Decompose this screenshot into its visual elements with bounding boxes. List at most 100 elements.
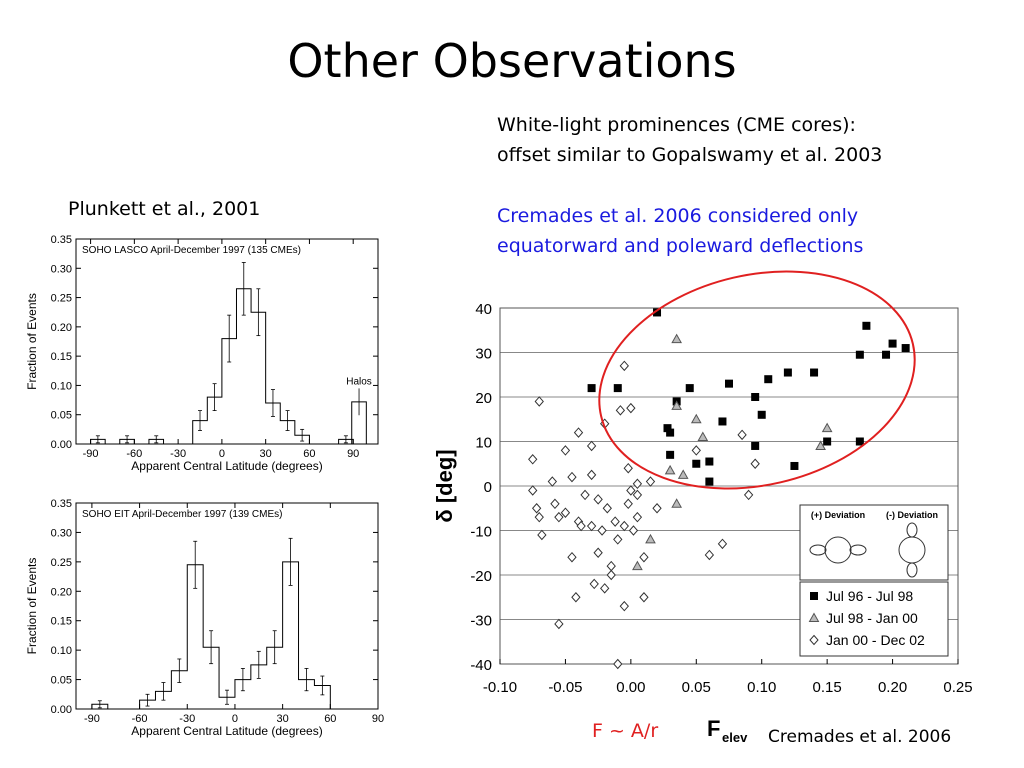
deflection-point-series-3 — [619, 600, 629, 612]
deflection-point-series-3 — [567, 471, 577, 483]
lasco-chart-halos-label: Halos — [346, 376, 372, 387]
deflection-ytick-label: 20 — [475, 390, 492, 407]
deflection-point-series-3 — [593, 494, 603, 505]
deviation-inset-minus-label: (-) Deviation — [886, 510, 938, 520]
lasco-chart-annotation: SOHO LASCO April-December 1997 (135 CMEs… — [82, 245, 301, 256]
deflection-xlabel: F — [707, 716, 720, 741]
deflection-point-series-3 — [606, 560, 616, 572]
lasco-chart-ytick-label: 0.35 — [51, 234, 72, 246]
lasco-chart-xlabel: Apparent Central Latitude (degrees) — [131, 459, 322, 473]
deflection-xtick-label: 0.10 — [747, 679, 776, 696]
deflection-ytick-label: 10 — [475, 435, 492, 452]
eit-chart-xtick-label: 90 — [372, 713, 384, 725]
deflection-ytick-label: -40 — [470, 657, 492, 674]
plunkett-label: Plunkett et al., 2001 — [68, 198, 261, 220]
eit-chart-xtick-label: 60 — [324, 713, 336, 725]
deflection-point-series-3 — [534, 396, 544, 407]
deflection-point-series-1 — [790, 461, 799, 470]
deflection-point-series-2 — [645, 533, 656, 544]
deflection-ytick-label: -10 — [470, 524, 492, 541]
cremades-line-2: equatorward and poleward deflections — [497, 235, 864, 257]
deflection-point-series-1 — [666, 428, 675, 437]
eit-chart-ylabel: Fraction of Events — [25, 558, 39, 655]
deflection-point-series-3 — [691, 445, 701, 456]
lasco-chart-group — [75, 238, 379, 445]
deflection-frame — [499, 307, 959, 665]
lasco-chart-xtick-label: -60 — [126, 448, 142, 460]
deflection-point-series-1 — [888, 339, 897, 348]
lasco-chart-xtick-label: 0 — [219, 448, 225, 460]
eit-chart-step-line — [76, 561, 331, 710]
cremades-line-1: Cremades et al. 2006 considered only — [497, 205, 859, 227]
lasco-chart-ytick-label: 0.25 — [51, 293, 72, 305]
deflection-point-series-3 — [619, 520, 629, 532]
deflection-point-series-3 — [528, 454, 538, 465]
deflection-point-series-1 — [718, 417, 727, 426]
deflection-point-series-1 — [855, 350, 864, 359]
legend-marker — [810, 592, 818, 600]
deflection-point-series-3 — [639, 591, 649, 603]
deflection-point-series-2 — [632, 560, 643, 571]
deflection-point-series-3 — [645, 476, 656, 487]
lasco-chart-ytick-label: 0.00 — [51, 439, 72, 451]
eit-chart-xtick-label: -90 — [84, 713, 100, 725]
lasco-chart-ytick-label: 0.30 — [51, 263, 72, 275]
deflection-point-series-3 — [632, 489, 643, 501]
deflection-point-series-1 — [705, 477, 714, 486]
legend-entry-label: Jul 98 - Jan 00 — [826, 610, 918, 626]
deviation-inset-lobe — [906, 522, 918, 538]
eit-chart-ytick-label: 0.15 — [51, 616, 72, 628]
deflection-point-series-1 — [764, 375, 773, 384]
prominence-line-2: offset similar to Gopalswamy et al. 2003 — [497, 144, 883, 166]
deflection-point-series-2 — [671, 400, 683, 410]
lasco-chart-ytick-label: 0.10 — [51, 380, 72, 392]
eit-chart-ytick-label: 0.05 — [51, 675, 72, 687]
deflection-point-series-3 — [589, 578, 599, 590]
formula-label: F ~ A/r — [592, 720, 659, 742]
deflection-point-series-3 — [743, 489, 754, 501]
deflection-point-series-3 — [623, 462, 633, 474]
deflection-point-series-1 — [882, 350, 891, 359]
deflection-point-series-3 — [554, 511, 564, 523]
lasco-chart-ytick-label: 0.15 — [51, 351, 72, 363]
deflection-xtick-label: 0.00 — [616, 679, 645, 696]
deflection-xtick-label: 0.20 — [878, 679, 907, 696]
deflection-point-series-3 — [586, 520, 597, 532]
deflection-point-series-3 — [580, 489, 590, 501]
lasco-chart-xtick-label: 90 — [347, 448, 359, 460]
deflection-point-series-3 — [586, 440, 597, 452]
deflection-point-series-1 — [587, 384, 596, 393]
deflection-point-series-2 — [664, 464, 676, 475]
eit-chart-frame — [75, 502, 379, 710]
deflection-point-series-3 — [560, 507, 571, 518]
deflection-point-series-3 — [628, 525, 639, 536]
deflection-point-series-3 — [534, 511, 544, 523]
deflection-point-series-3 — [586, 469, 597, 481]
deflection-point-series-3 — [632, 478, 643, 490]
deflection-point-series-2 — [671, 498, 683, 508]
deflection-point-series-3 — [602, 502, 612, 514]
deflection-point-series-3 — [632, 511, 643, 523]
deviation-inset-sun-plus — [824, 536, 852, 564]
deflection-ylabel: δ [deg] — [432, 449, 457, 522]
deflection-point-series-1 — [823, 437, 832, 446]
deviation-inset-plus-label: (+) Deviation — [811, 510, 865, 520]
lasco-chart-frame — [75, 238, 379, 445]
deflection-point-series-3 — [615, 405, 626, 416]
deflection-point-series-3 — [528, 485, 538, 496]
deflection-point-series-3 — [717, 538, 728, 550]
cremades-note: Cremades et al. 2006 considered only equ… — [497, 201, 863, 261]
deflection-xtick-label: -0.10 — [483, 679, 517, 696]
deflection-point-series-3 — [606, 569, 616, 581]
deflection-point-series-3 — [547, 476, 558, 487]
deflection-point-series-1 — [666, 450, 675, 459]
deflection-point-series-3 — [652, 502, 662, 514]
deflection-point-series-1 — [751, 393, 760, 401]
eit-chart-ytick-label: 0.25 — [51, 557, 72, 569]
eit-chart-ytick-label: 0.10 — [51, 645, 72, 657]
deviation-inset-frame — [799, 504, 949, 581]
deflection-xtick-label: -0.05 — [548, 679, 582, 696]
eit-chart-ytick-label: 0.00 — [51, 704, 72, 716]
deflection-point-series-2 — [690, 413, 702, 424]
deflection-point-series-1 — [783, 368, 792, 377]
